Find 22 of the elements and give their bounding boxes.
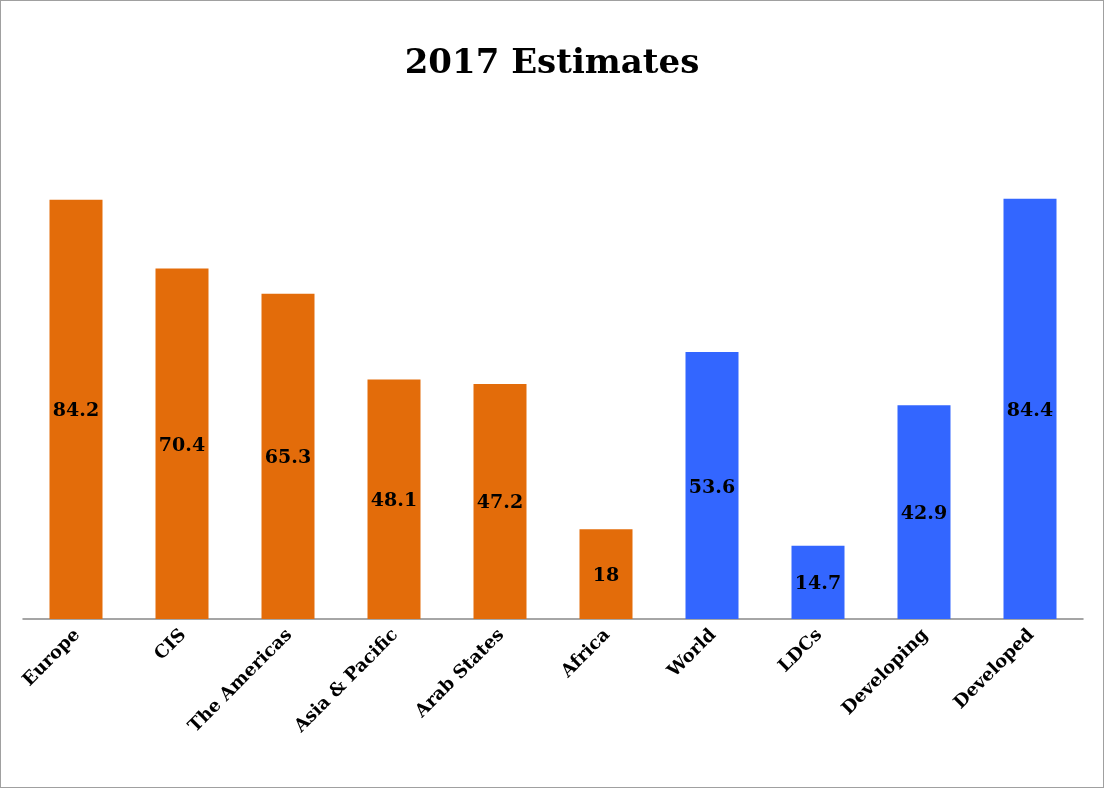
data-label: 47.2	[476, 490, 524, 513]
bar	[685, 352, 739, 619]
data-label: 84.4	[1006, 397, 1054, 420]
chart-title: 2017 Estimates	[404, 41, 700, 81]
data-label: 65.3	[264, 445, 312, 468]
bar	[49, 199, 103, 619]
bar	[261, 293, 315, 619]
data-label: 42.9	[900, 501, 948, 524]
data-label: 48.1	[370, 488, 418, 511]
bar	[897, 405, 951, 619]
bar	[791, 545, 845, 619]
data-label: 84.2	[52, 398, 100, 421]
bar	[473, 383, 527, 619]
bar	[367, 379, 421, 619]
data-label: 53.6	[688, 474, 736, 497]
bar	[1003, 198, 1057, 619]
data-label: 70.4	[158, 432, 206, 455]
bar	[155, 268, 209, 619]
data-label: 14.7	[794, 571, 842, 594]
data-label: 18	[592, 563, 620, 586]
x-tick-label: CIS	[149, 623, 190, 664]
bar	[579, 529, 633, 619]
